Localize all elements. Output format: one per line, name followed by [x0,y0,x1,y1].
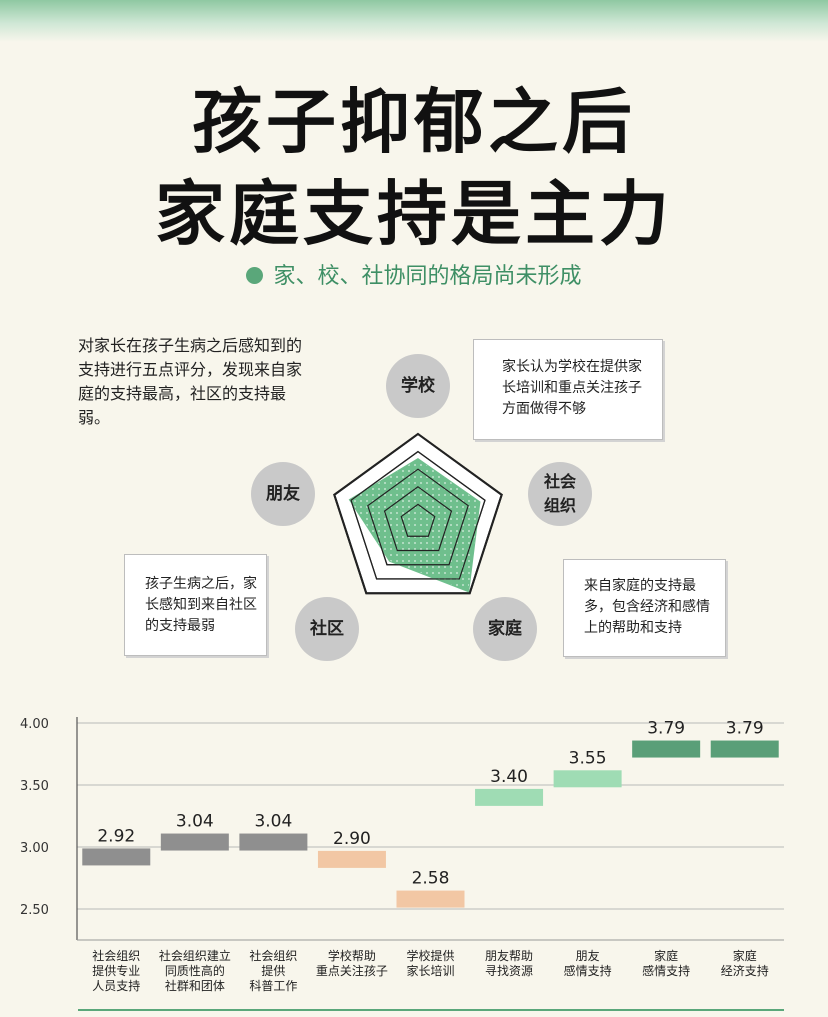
bar-value-label: 2.90 [333,829,371,849]
bar-value-label: 3.04 [176,812,214,832]
bar-value-label: 2.92 [97,826,135,846]
top-banner [0,0,828,42]
radar-ring-overlay [367,468,469,566]
node-social-org-label: 社会组织 [543,472,576,515]
x-tick-label: 家庭 [733,948,757,963]
node-community: 社区 [295,597,359,661]
y-tick-label: 2.50 [20,903,49,918]
callout-school: 家长认为学校在提供家长培训和重点关注孩子方面做得不够 [473,339,663,440]
bar-chart: 4.003.503.002.502.92社会组织提供专业人员支持3.04社会组织… [20,717,784,993]
x-tick-label: 提供 [261,963,285,978]
callout-community: 孩子生病之后，家长感知到来自社区的支持最弱 [124,554,267,656]
bar [160,833,229,851]
y-tick-label: 3.50 [20,779,49,794]
footer-divider [78,1009,784,1011]
x-tick-label: 社群和团体 [165,978,225,993]
x-tick-label: 科普工作 [249,979,297,993]
x-tick-label: 社会组织 [92,948,140,963]
bar-value-label: 2.58 [412,869,450,889]
bar-value-label: 3.40 [490,767,528,787]
y-tick-label: 4.00 [20,717,49,732]
radar-ring-overlay [383,486,453,552]
node-social-org: 社会组织 [528,462,592,526]
page-title-line2: 家庭支持是主力 [155,173,673,255]
x-tick-label: 朋友帮助 [485,949,533,963]
x-tick-label: 同质性高的 [165,963,225,978]
bar [475,788,544,806]
x-tick-label: 社会组织 [249,948,297,963]
x-tick-label: 经济支持 [721,963,769,978]
x-tick-label: 感情支持 [564,963,612,978]
bullet-dot-icon [246,267,264,284]
bar-value-label: 3.55 [569,748,607,768]
x-tick-label: 人员支持 [92,978,140,993]
x-tick-label: 学校帮助 [328,948,376,963]
bar-value-label: 3.79 [647,719,685,739]
node-school: 学校 [386,354,450,418]
x-tick-label: 学校提供 [406,948,454,963]
callout-family: 来自家庭的支持最多，包含经济和感情上的帮助和支持 [563,559,726,657]
bar [396,890,465,908]
x-tick-label: 重点关注孩子 [316,963,388,978]
bar [239,833,308,851]
bar [82,848,151,866]
radar-ring-overlay [400,503,436,537]
x-tick-label: 感情支持 [642,963,690,978]
intro-description: 对家长在孩子生病之后感知到的支持进行五点评分，发现来自家庭的支持最高，社区的支持… [78,336,303,427]
x-tick-label: 寻找资源 [485,964,533,978]
x-tick-label: 家长培训 [406,963,454,978]
x-tick-label: 社会组织建立 [159,948,231,963]
subtitle-text: 家、校、社协同的格局尚未形成 [273,264,582,289]
radar-chart [333,432,503,595]
bar [553,770,622,788]
x-tick-label: 提供专业 [92,963,140,978]
radar-ring-overlay [350,450,486,580]
node-family: 家庭 [473,597,537,661]
bar [317,850,386,868]
radar-ring-overlay [333,432,503,595]
bar [632,740,701,758]
bar-value-label: 3.04 [254,812,292,832]
bar [710,740,779,758]
bar-value-label: 3.79 [726,719,764,739]
page-subtitle: 家、校、社协同的格局尚未形成 [0,258,828,290]
node-friends: 朋友 [251,462,315,526]
page-title-line1: 孩子抑郁之后 [192,81,636,163]
x-tick-label: 朋友 [576,949,600,963]
x-tick-label: 家庭 [654,948,678,963]
y-tick-label: 3.00 [20,841,49,856]
